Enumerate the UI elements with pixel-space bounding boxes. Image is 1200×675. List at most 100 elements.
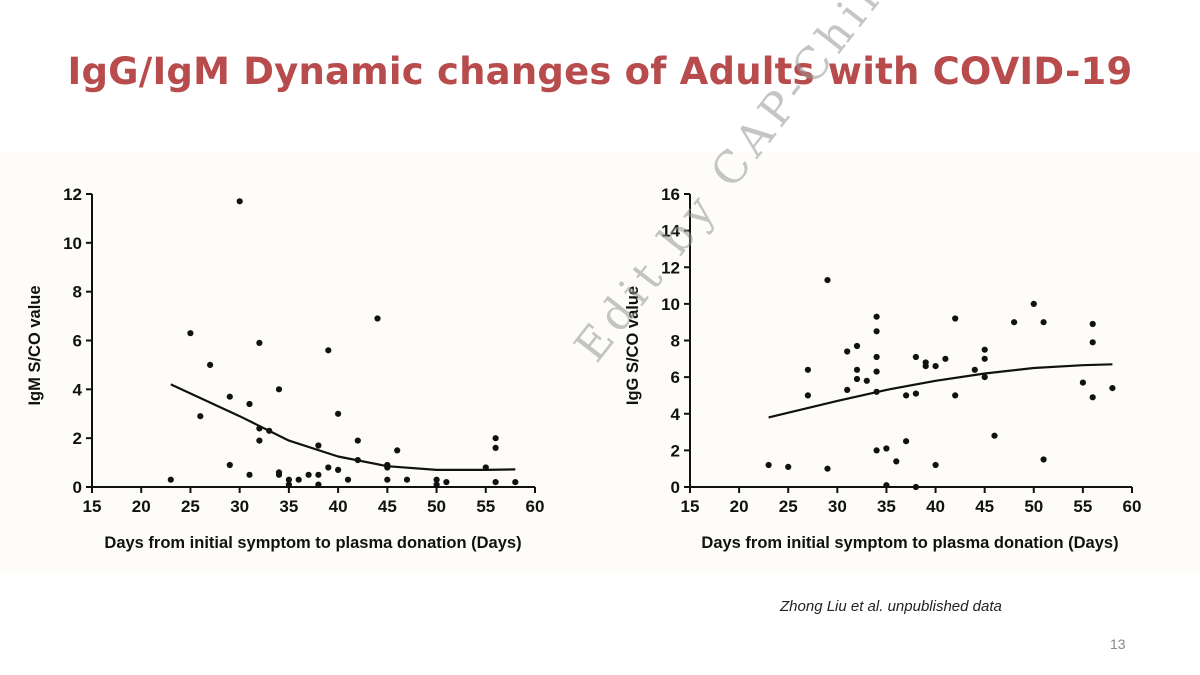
x-tick-label: 30: [828, 497, 847, 516]
x-axis-title: Days from initial symptom to plasma dona…: [104, 534, 521, 552]
x-tick-label: 55: [476, 497, 495, 516]
data-point: [492, 479, 499, 486]
y-tick-label: 4: [73, 380, 83, 399]
data-point: [207, 361, 214, 368]
x-tick-label: 20: [132, 497, 151, 516]
data-point: [883, 445, 890, 452]
data-point: [295, 476, 302, 483]
data-point: [315, 442, 322, 449]
data-point: [952, 392, 959, 399]
data-point: [403, 476, 411, 483]
data-point: [226, 393, 233, 400]
x-tick-label: 60: [526, 497, 545, 516]
data-point: [335, 466, 342, 473]
data-point: [285, 476, 292, 483]
data-point: [824, 465, 831, 472]
data-point: [785, 463, 792, 470]
y-tick-label: 6: [73, 332, 82, 351]
x-tick-label: 20: [730, 497, 749, 516]
x-tick-label: 45: [378, 497, 397, 516]
y-tick-label: 0: [671, 478, 680, 497]
x-tick-label: 15: [681, 497, 700, 516]
data-point: [873, 328, 880, 335]
y-tick-label: 16: [661, 185, 680, 204]
y-axis-title: IgG S/CO value: [624, 286, 642, 405]
data-point: [325, 464, 332, 471]
y-tick-label: 10: [63, 234, 82, 253]
data-point: [335, 410, 342, 417]
data-point: [922, 363, 929, 370]
source-note: Zhong Liu et al. unpublished data: [780, 598, 1002, 615]
data-point: [433, 476, 440, 483]
data-point: [433, 481, 440, 488]
y-axis-title: IgM S/CO value: [26, 285, 44, 405]
y-tick-label: 10: [661, 295, 680, 314]
data-point: [275, 386, 283, 393]
data-point: [315, 471, 322, 478]
x-tick-label: 30: [230, 497, 249, 516]
data-point: [384, 476, 391, 483]
data-point: [443, 479, 450, 486]
x-tick-label: 60: [1123, 497, 1142, 516]
data-point: [1089, 394, 1096, 401]
data-point: [1040, 319, 1047, 326]
data-point: [981, 346, 988, 353]
x-tick-label: 40: [329, 497, 348, 516]
x-tick-label: 15: [83, 497, 102, 516]
data-point: [873, 368, 880, 375]
igm-scatter-chart: 0 2 4 6 8 10 12 15 20 25 30 35 40 45 50 55 60 Days from i…: [26, 185, 544, 552]
data-point: [394, 447, 401, 454]
data-point: [804, 392, 812, 399]
data-point: [873, 447, 880, 454]
igg-scatter-chart: 0 2 4 6 8 10 12 14 16 15 20 25 30 35 40 45 50 55 60 Days fr…: [624, 185, 1141, 552]
trend-curve: [170, 383, 516, 471]
data-point: [893, 458, 900, 465]
data-point: [932, 461, 939, 469]
data-point: [824, 277, 831, 284]
data-point: [266, 427, 273, 434]
data-point: [853, 375, 861, 383]
data-point: [981, 374, 988, 381]
data-point: [942, 355, 949, 362]
data-point: [492, 435, 499, 442]
data-point: [256, 339, 263, 346]
data-point: [912, 483, 920, 491]
data-point: [236, 198, 243, 205]
data-point: [952, 315, 959, 322]
data-point: [285, 481, 292, 488]
data-point: [315, 481, 322, 488]
data-point: [246, 400, 253, 408]
x-tick-label: 45: [975, 497, 994, 516]
data-point: [844, 348, 851, 355]
x-tick-label: 35: [877, 497, 896, 516]
data-point: [1079, 379, 1086, 386]
data-point: [991, 432, 998, 439]
data-point: [167, 476, 174, 483]
data-point: [492, 444, 499, 451]
data-point: [863, 377, 870, 384]
y-tick-label: 2: [73, 429, 82, 448]
data-point: [765, 461, 772, 469]
y-tick-label: 12: [661, 258, 680, 277]
x-tick-label: 50: [1024, 497, 1043, 516]
y-tick-label: 8: [671, 332, 680, 351]
data-point: [354, 437, 361, 444]
y-tick-label: 6: [671, 368, 680, 387]
data-point: [187, 330, 194, 337]
y-tick-label: 8: [73, 283, 82, 302]
data-point: [325, 347, 332, 354]
data-point: [512, 479, 519, 486]
x-tick-label: 55: [1073, 497, 1092, 516]
data-point: [275, 471, 283, 478]
data-point: [305, 471, 312, 478]
data-point: [873, 313, 880, 320]
slide-title: IgG/IgM Dynamic changes of Adults with C…: [67, 50, 1133, 93]
data-point: [197, 413, 204, 420]
data-point: [1030, 300, 1037, 307]
y-tick-label: 12: [63, 185, 82, 204]
x-tick-label: 40: [926, 497, 945, 516]
data-point: [1109, 385, 1116, 392]
x-tick-label: 35: [279, 497, 298, 516]
page-number: 13: [1110, 636, 1126, 652]
